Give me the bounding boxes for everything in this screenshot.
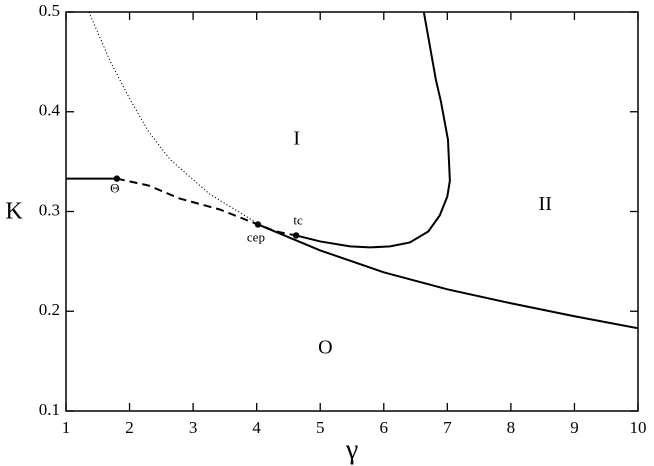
x-tick-label: 4 (252, 418, 261, 437)
x-axis-label: γ (345, 434, 358, 465)
region-label: O (318, 337, 332, 359)
x-tick-label: 6 (380, 418, 389, 437)
region-label: II (539, 193, 552, 215)
x-tick-label: 8 (507, 418, 516, 437)
y-tick-label: 0.5 (39, 1, 60, 20)
region-label: I (293, 127, 300, 149)
x-tick-label: 2 (125, 418, 134, 437)
point-label: Θ (110, 181, 119, 196)
y-tick-label: 0.1 (39, 400, 60, 419)
critical-point (254, 221, 262, 228)
x-tick-label: 5 (316, 418, 325, 437)
x-tick-label: 10 (630, 418, 647, 437)
phase-boundary (116, 177, 297, 237)
point-label: cep (247, 229, 265, 244)
y-tick-label: 0.4 (39, 101, 61, 120)
phase-boundary (88, 11, 259, 225)
critical-point (292, 232, 300, 239)
x-tick-label: 7 (443, 418, 452, 437)
phase-boundary (295, 11, 451, 249)
y-axis-label: K (5, 199, 23, 225)
x-tick-label: 3 (189, 418, 198, 437)
y-tick-label: 0.3 (39, 200, 60, 219)
y-tick-label: 0.2 (39, 300, 60, 319)
plot-frame (65, 11, 639, 412)
x-tick-label: 1 (62, 418, 71, 437)
x-tick-label: 9 (570, 418, 579, 437)
point-label: tc (293, 212, 303, 227)
phase-boundary (257, 223, 639, 330)
critical-point (113, 175, 121, 182)
